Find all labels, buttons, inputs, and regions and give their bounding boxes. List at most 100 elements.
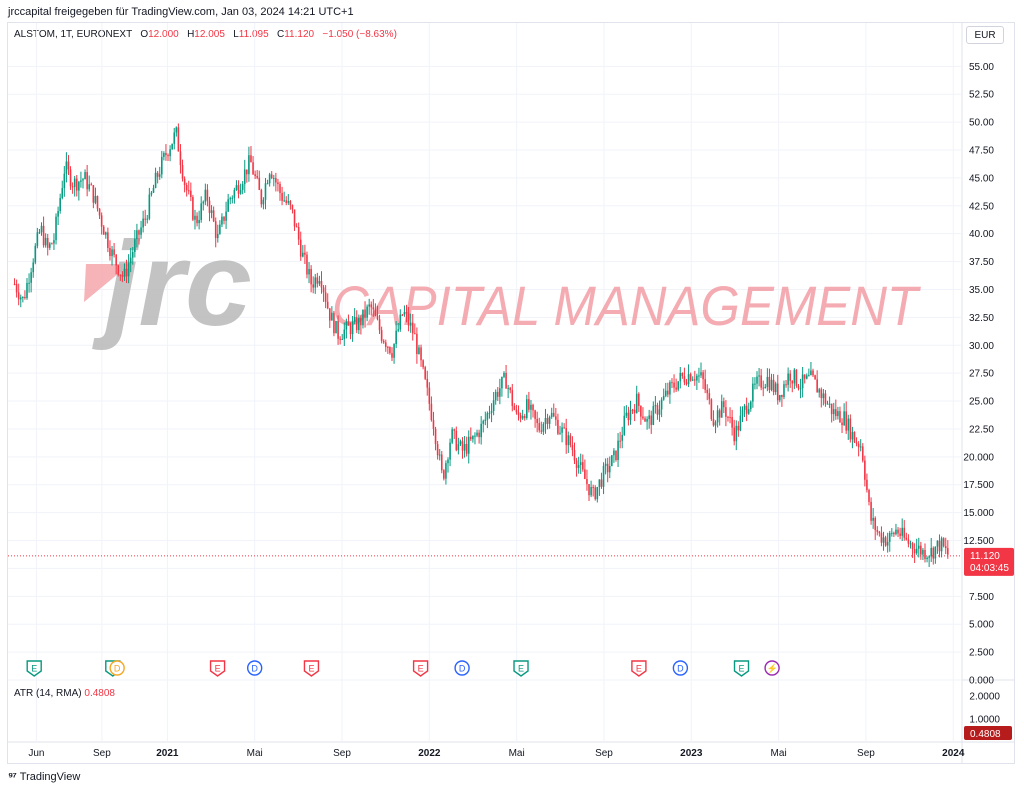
candle-body	[208, 200, 211, 213]
dividend-event-icon[interactable]: D	[246, 660, 263, 676]
svg-text:D: D	[114, 664, 121, 674]
earnings-event-icon[interactable]: E	[513, 660, 529, 677]
candle-body	[82, 179, 84, 181]
dividend-event-icon[interactable]: D	[109, 660, 125, 676]
candle-body	[787, 373, 789, 385]
earnings-event-icon[interactable]: E	[412, 660, 429, 677]
candle-body	[484, 419, 487, 421]
candle-body	[389, 347, 391, 354]
candle-body	[552, 412, 555, 417]
y-tick-label: 32.50	[969, 313, 994, 324]
candle-body	[565, 428, 568, 446]
currency-button[interactable]: EUR	[966, 26, 1004, 44]
candle-body	[816, 379, 818, 393]
candle-body	[17, 292, 20, 300]
candle-body	[67, 161, 70, 170]
dividend-event-icon[interactable]: D	[454, 660, 470, 676]
candle-body	[432, 420, 435, 429]
candle-body	[930, 547, 933, 557]
candle-body	[219, 224, 221, 234]
candle-body	[523, 415, 526, 418]
candle-body	[287, 201, 290, 203]
candle-body	[496, 391, 499, 397]
candle-body	[428, 387, 431, 404]
candle-body	[150, 192, 153, 195]
svg-text:⚡: ⚡	[766, 663, 777, 675]
candle-body	[26, 282, 28, 299]
tradingview-logo-icon: ⁹⁷	[8, 771, 17, 783]
candle-body	[805, 375, 808, 379]
candle-body	[683, 376, 686, 383]
candle-body	[49, 243, 51, 248]
candle-body	[652, 406, 655, 425]
y-tick-label: 55.00	[969, 62, 994, 73]
candle-body	[360, 317, 362, 326]
earnings-event-icon[interactable]: E	[631, 660, 647, 677]
candle-body	[540, 430, 543, 432]
candle-body	[499, 388, 501, 397]
candle-body	[403, 312, 406, 315]
candle-body	[611, 455, 613, 467]
y-tick-label: 30.00	[969, 341, 994, 352]
candle-body	[901, 527, 903, 536]
candle-body	[897, 529, 899, 534]
candle-body	[154, 172, 157, 188]
earnings-event-icon[interactable]: E	[733, 660, 750, 677]
high-value: 12.005	[194, 29, 225, 40]
tradingview-footer[interactable]: ⁹⁷ TradingView	[8, 771, 80, 783]
candle-body	[304, 252, 306, 255]
candle-body	[107, 232, 109, 248]
candle-body	[463, 443, 466, 451]
earnings-event-icon[interactable]: E	[209, 660, 226, 677]
candle-body	[563, 427, 565, 429]
candle-body	[915, 548, 918, 554]
candle-body	[405, 312, 408, 314]
candle-body	[399, 314, 402, 330]
candle-body	[870, 501, 872, 521]
candle-body	[893, 532, 895, 535]
candle-body	[65, 161, 68, 174]
candle-body	[316, 277, 319, 284]
candle-body	[764, 386, 767, 388]
close-value: 11.120	[284, 29, 315, 40]
candle-body	[899, 533, 901, 536]
candle-body	[461, 441, 464, 451]
split-event-icon[interactable]: ⚡	[764, 660, 780, 676]
candle-body	[509, 387, 512, 391]
candle-body	[656, 405, 659, 415]
candle-body	[306, 254, 308, 275]
candle-body	[90, 184, 93, 186]
candle-body	[824, 393, 827, 404]
dividend-event-icon[interactable]: D	[672, 660, 689, 676]
candle-body	[196, 215, 198, 224]
candle-body	[380, 330, 383, 341]
svg-text:E: E	[418, 664, 424, 674]
candle-body	[320, 281, 323, 288]
candle-body	[886, 541, 889, 546]
candle-body	[281, 193, 283, 201]
candle-body	[586, 478, 588, 485]
candle-body	[46, 237, 49, 248]
candle-body	[279, 184, 281, 194]
candle-body	[231, 197, 234, 199]
symbol-legend: ALSTOM, 1T, EURONEXT O12.000 H12.005 L11…	[14, 29, 397, 40]
candle-body	[602, 465, 605, 487]
candle-body	[625, 412, 628, 416]
earnings-event-icon[interactable]: E	[303, 660, 320, 677]
atr-legend: ATR (14, RMA) 0.4808	[14, 688, 115, 699]
candle-body	[445, 463, 447, 479]
candle-body	[513, 405, 516, 410]
candle-body	[449, 442, 451, 460]
candle-body	[835, 409, 837, 417]
candle-body	[438, 454, 441, 456]
candle-body	[86, 172, 88, 190]
candle-body	[658, 409, 661, 415]
candle-body	[737, 425, 740, 431]
y-tick-label: 35.00	[969, 285, 994, 296]
earnings-event-icon[interactable]: E	[26, 660, 42, 677]
candle-body	[627, 412, 630, 421]
candle-body	[204, 189, 207, 202]
candle-body	[53, 240, 55, 244]
candle-body	[474, 435, 476, 437]
